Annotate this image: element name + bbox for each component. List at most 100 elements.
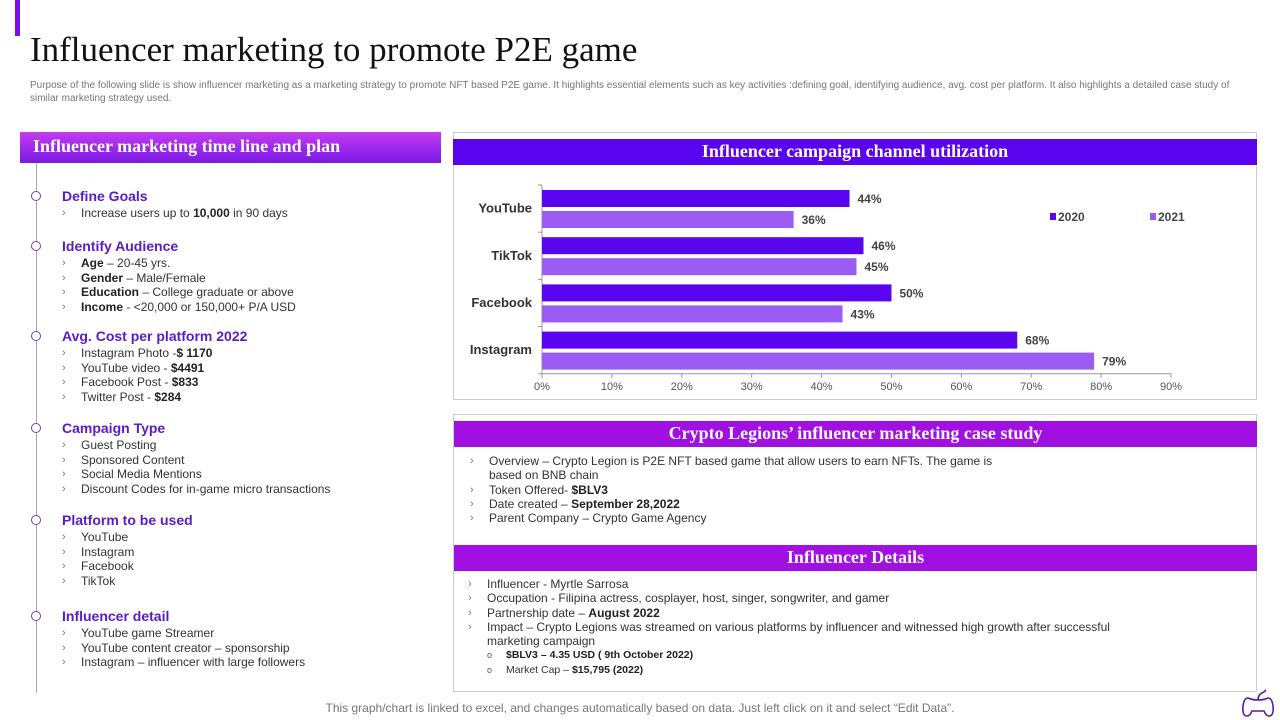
text-segment: YouTube game Streamer xyxy=(81,626,215,640)
text-segment: – Male/Female xyxy=(123,270,206,285)
data-label: 79% xyxy=(1102,355,1126,369)
text-segment: Discount Codes for in-game micro transac… xyxy=(81,481,331,496)
x-tick-label: 80% xyxy=(1090,381,1112,393)
bold-text: $284 xyxy=(154,389,182,404)
text-segment: YouTube content creator – sponsorship xyxy=(81,640,290,655)
text-segment: - <20,000 or 150,000+ P/A USD xyxy=(123,299,296,314)
list-item: YouTube content creator – sponsorship xyxy=(62,641,305,656)
game-controller-icon xyxy=(1242,689,1274,717)
section-title: Influencer detail xyxy=(62,608,170,624)
page-title: Influencer marketing to promote P2E game xyxy=(30,30,638,69)
text-segment: Instagram Photo - xyxy=(81,346,177,360)
category-label: Facebook xyxy=(471,295,532,310)
x-tick-label: 20% xyxy=(671,381,693,393)
x-tick-label: 40% xyxy=(811,381,833,393)
list-item: Influencer - Myrtle Sarrosa xyxy=(468,577,1110,592)
timeline-dot-icon xyxy=(31,241,41,251)
category-label: Instagram xyxy=(470,342,532,357)
bar-2020-Facebook xyxy=(542,284,892,302)
bold-text: Age xyxy=(81,256,104,270)
sub-list-item: Market Cap – $15,795 (2022) xyxy=(468,663,1110,678)
bold-text: Income xyxy=(81,299,124,314)
list-item: Guest Posting xyxy=(62,438,330,453)
sub-list-item: $BLV3 – 4.35 USD ( 9th October 2022) xyxy=(468,648,1110,663)
bold-text: September 28,2022 xyxy=(571,496,680,511)
text-segment: – College graduate or above xyxy=(139,285,294,299)
list-item: Instagram Photo -$ 1170 xyxy=(62,346,212,361)
list-item: Instagram xyxy=(62,545,134,560)
list-item: Sponsored Content xyxy=(62,453,330,468)
bar-2021-YouTube xyxy=(542,211,794,228)
timeline-heading: Influencer marketing time line and plan xyxy=(20,132,441,163)
list-item: Token Offered- $BLV3 xyxy=(470,483,992,498)
text-segment: YouTube video - xyxy=(81,360,171,375)
section-items: Increase users up to 10,000 in 90 days xyxy=(62,206,288,221)
text-segment: YouTube xyxy=(81,530,129,544)
category-label: TikTok xyxy=(491,248,532,263)
text-segment: Guest Posting xyxy=(81,438,157,452)
list-item: YouTube xyxy=(62,530,134,545)
footer-note: This graph/chart is linked to excel, and… xyxy=(325,701,955,715)
text-segment: Overview – Crypto Legion is P2E NFT base… xyxy=(489,454,993,468)
bar-2021-TikTok xyxy=(542,258,857,276)
list-item: Twitter Post - $284 xyxy=(62,390,212,405)
text-segment: – 20-45 yrs. xyxy=(103,256,171,270)
text-segment: Instagram xyxy=(81,544,135,559)
list-item: YouTube video - $4491 xyxy=(62,361,212,376)
bold-text: Gender xyxy=(81,270,124,285)
bar-2021-Facebook xyxy=(542,305,843,323)
text-segment: TikTok xyxy=(81,573,116,588)
timeline-dot-icon xyxy=(31,331,41,341)
list-item: Education – College graduate or above xyxy=(62,285,296,300)
section-items: Age – 20-45 yrs.Gender – Male/FemaleEduc… xyxy=(62,256,296,314)
list-item: Increase users up to 10,000 in 90 days xyxy=(62,206,288,221)
text-segment: Sponsored Content xyxy=(81,452,185,467)
list-item: Age – 20-45 yrs. xyxy=(62,256,296,271)
text-segment: Instagram – influencer with large follow… xyxy=(81,655,306,669)
influencer-details-list: Influencer - Myrtle SarrosaOccupation - … xyxy=(468,577,1110,677)
section-title: Avg. Cost per platform 2022 xyxy=(62,328,248,344)
section-items: Instagram Photo -$ 1170YouTube video - $… xyxy=(62,346,212,404)
x-tick-label: 50% xyxy=(880,381,902,393)
page-subtitle: Purpose of the following slide is show i… xyxy=(30,80,1230,104)
list-item: Partnership date – August 2022 xyxy=(468,605,1110,621)
bar-2020-TikTok xyxy=(542,237,864,255)
bold-text: Education xyxy=(81,285,140,299)
list-item: Gender – Male/Female xyxy=(62,271,296,286)
list-item: Overview – Crypto Legion is P2E NFT base… xyxy=(470,454,992,483)
text-segment: Partnership date – xyxy=(487,605,589,620)
x-tick-label: 10% xyxy=(601,381,623,393)
list-item: Discount Codes for in-game micro transac… xyxy=(62,482,330,497)
bold-text: $BLV3 – 4.35 USD ( 9th October 2022) xyxy=(506,649,694,662)
text-segment: Market Cap – xyxy=(506,663,572,676)
text-continuation: based on BNB chain xyxy=(489,468,599,483)
x-tick-label: 60% xyxy=(950,381,972,393)
x-tick-label: 90% xyxy=(1160,381,1182,393)
data-label: 36% xyxy=(802,213,826,227)
section-items: YouTubeInstagramFacebookTikTok xyxy=(62,530,134,588)
text-continuation: marketing campaign xyxy=(487,634,596,649)
list-item: Social Media Mentions xyxy=(62,467,330,482)
legend-swatch xyxy=(1050,213,1056,220)
text-segment: in 90 days xyxy=(229,206,288,220)
list-item: Impact – Crypto Legions was streamed on … xyxy=(468,620,1110,649)
list-item: Income - <20,000 or 150,000+ P/A USD xyxy=(62,300,296,315)
timeline-dot-icon xyxy=(31,191,41,201)
section-items: YouTube game StreamerYouTube content cre… xyxy=(62,626,305,670)
channel-utilization-chart: 0% 10% 20% 30% 40% 50% 60% 70% 80% 90% YouTube 44% 3… xyxy=(470,184,1185,393)
x-tick-label: 0% xyxy=(534,381,550,393)
bar-2020-YouTube xyxy=(542,190,850,207)
category-label: YouTube xyxy=(478,201,532,216)
section-title: Platform to be used xyxy=(62,512,193,528)
data-label: 46% xyxy=(871,239,895,253)
bar-2020-Instagram xyxy=(542,331,1018,349)
x-tick-label: 70% xyxy=(1020,381,1042,393)
data-label: 50% xyxy=(899,286,923,300)
section-title: Define Goals xyxy=(62,188,148,204)
chart-heading: Influencer campaign channel utilization xyxy=(453,139,1257,165)
section-title: Identify Audience xyxy=(62,238,179,254)
legend-label: 2021 xyxy=(1158,210,1185,224)
text-segment: Impact – Crypto Legions was streamed on … xyxy=(487,619,1110,634)
data-label: 68% xyxy=(1025,334,1049,348)
legend-label: 2020 xyxy=(1058,210,1085,224)
